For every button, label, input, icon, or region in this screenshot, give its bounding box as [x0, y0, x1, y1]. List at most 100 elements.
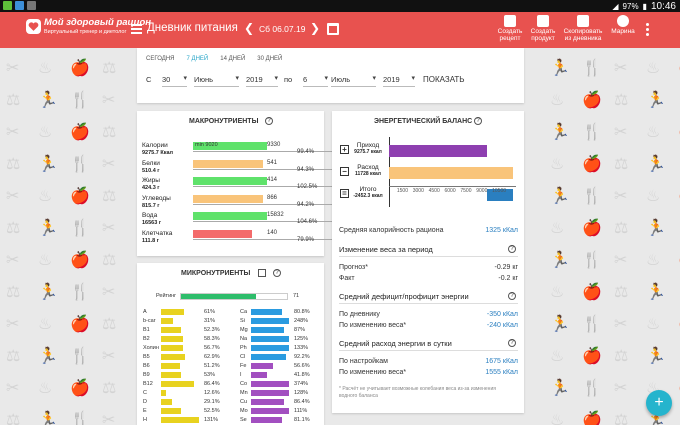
pattern-icon: ✂ — [102, 348, 116, 365]
mineral-bar — [251, 372, 267, 378]
spend-weight-value: 1555 кКал — [485, 369, 518, 376]
from-day-select[interactable]: 30 ▾ — [162, 72, 187, 87]
vitamin-bar — [161, 354, 185, 360]
macro-amount: 815.7 г — [142, 202, 160, 209]
mineral-name: Cl — [240, 354, 246, 360]
pattern-icon: 🍴 — [70, 92, 90, 109]
copy-from-diary-button[interactable]: Скопировать из дневника — [560, 15, 606, 42]
pattern-icon: ♨ — [550, 412, 565, 425]
more-options-icon[interactable] — [646, 23, 649, 38]
mineral-percent: 248% — [294, 318, 309, 324]
pattern-icon: 🍴 — [582, 316, 602, 333]
vitamin-name: B2 — [143, 336, 150, 342]
logo-title: Мой здоровый рацион — [44, 17, 152, 28]
rating-value: 71 — [293, 293, 300, 299]
table-view-icon[interactable] — [258, 269, 266, 277]
pattern-icon: 🍴 — [582, 60, 602, 77]
energy-tick-label: 3000 — [412, 188, 424, 194]
pattern-icon: 🍴 — [582, 380, 602, 397]
from-month-select[interactable]: Июнь ▾ — [194, 72, 239, 87]
from-year-select[interactable]: 2019 ▾ — [246, 72, 278, 87]
micronutrients-help-icon[interactable]: ? — [273, 269, 281, 277]
pattern-icon: ♨ — [646, 188, 661, 205]
to-year-select[interactable]: 2019 ▾ — [383, 72, 415, 87]
deficit-heading: Средний дефицит/профицит энергии — [339, 292, 518, 304]
period-today[interactable]: СЕГОДНЯ — [146, 56, 175, 62]
create-product-button[interactable]: Создать продукт — [527, 15, 559, 42]
energy-balance-help-icon[interactable]: ? — [474, 117, 482, 125]
prev-day-arrow-icon[interactable]: ❮ — [244, 21, 255, 35]
pattern-icon: ⚖ — [6, 92, 21, 109]
user-profile-button[interactable]: Марина — [608, 15, 638, 35]
show-button[interactable]: ПОКАЗАТЬ — [423, 75, 465, 84]
pattern-icon: ⚖ — [102, 316, 117, 333]
macro-norm-value: 541 — [267, 159, 278, 166]
create-recipe-button[interactable]: Создать рецепт — [494, 15, 526, 42]
pattern-icon: ⚖ — [614, 412, 629, 425]
avg-calories-value: 1325 кКал — [485, 227, 518, 234]
menu-icon[interactable] — [131, 24, 142, 34]
pattern-icon: ♨ — [550, 156, 565, 173]
period-14-days[interactable]: 14 ДНЕЙ — [220, 56, 246, 62]
energy-bar — [487, 189, 514, 201]
macro-amount: 16563 г — [142, 220, 162, 226]
mineral-bar — [251, 381, 289, 387]
daily-spend-help-icon[interactable]: ? — [508, 339, 516, 347]
app-notification-icon — [3, 1, 12, 10]
pattern-icon: ✂ — [102, 92, 116, 109]
forecast-label: Прогноз* — [339, 264, 368, 271]
macro-baseline — [193, 203, 349, 205]
mineral-bar — [251, 408, 289, 414]
period-30-days[interactable]: 30 ДНЕЙ — [257, 56, 283, 62]
pattern-icon: ♨ — [550, 284, 565, 301]
vitamin-bar — [161, 372, 182, 378]
macro-baseline — [193, 186, 349, 187]
energy-tick-label: 9000 — [476, 188, 488, 194]
vitamin-bar — [161, 363, 181, 369]
mineral-name: Mo — [240, 408, 248, 414]
current-date[interactable]: Сб 06.07.19 — [259, 24, 306, 34]
pattern-icon: 🍎 — [70, 252, 90, 269]
energy-tick-label: 7500 — [460, 188, 472, 194]
vitamin-percent: 131% — [204, 417, 219, 423]
next-day-arrow-icon[interactable]: ❯ — [310, 21, 321, 35]
pattern-icon: ✂ — [6, 188, 20, 205]
pattern-icon: 🍎 — [678, 58, 680, 78]
pattern-icon: 🍎 — [678, 122, 680, 142]
macro-row-label: Жиры 424.3 г — [142, 177, 160, 192]
mineral-name: Cu — [240, 399, 248, 405]
pattern-icon: 🍎 — [582, 284, 602, 301]
pattern-icon: 🍴 — [70, 412, 90, 425]
calendar-icon[interactable] — [327, 23, 339, 35]
energy-tick-label: 6000 — [444, 188, 456, 194]
pattern-icon: 🏃 — [646, 348, 666, 365]
macro-norm-value: 15832 — [267, 212, 284, 218]
macro-norm-value: 866 — [267, 194, 278, 201]
pattern-icon: ⚖ — [614, 284, 629, 301]
pattern-icon: ♨ — [550, 92, 565, 109]
pattern-icon: ♨ — [646, 252, 661, 269]
weight-change-help-icon[interactable]: ? — [508, 245, 516, 253]
vitamin-bar — [161, 399, 173, 405]
macro-bar — [193, 142, 267, 150]
vitamin-name: A — [143, 309, 147, 315]
pattern-icon: ⚖ — [6, 348, 21, 365]
vitamin-percent: 51.2% — [204, 363, 220, 369]
deficit-help-icon[interactable]: ? — [508, 292, 516, 300]
vitamin-bar — [161, 417, 199, 423]
energy-row-label: Приход 9275.7 ккал — [346, 142, 390, 156]
vitamin-bar — [161, 336, 184, 342]
mineral-percent: 374% — [294, 381, 309, 387]
user-name: Марина — [611, 28, 635, 35]
to-day-select[interactable]: 6 ▾ — [303, 72, 328, 87]
to-month-select[interactable]: Июль ▾ — [331, 72, 376, 87]
pattern-icon: 🍴 — [582, 124, 602, 141]
avg-calories-label: Средняя калорийность рациона — [339, 227, 444, 234]
pattern-icon: 🏃 — [38, 412, 58, 425]
mineral-name: Se — [240, 417, 247, 423]
download-notification-icon — [27, 1, 36, 10]
macronutrients-help-icon[interactable]: ? — [265, 117, 273, 125]
period-7-days[interactable]: 7 ДНЕЙ — [186, 56, 209, 62]
add-button[interactable]: + — [646, 390, 672, 416]
date-range-card: СЕГОДНЯ 7 ДНЕЙ 14 ДНЕЙ 30 ДНЕЙ С 30 ▾ Июн… — [137, 48, 524, 103]
